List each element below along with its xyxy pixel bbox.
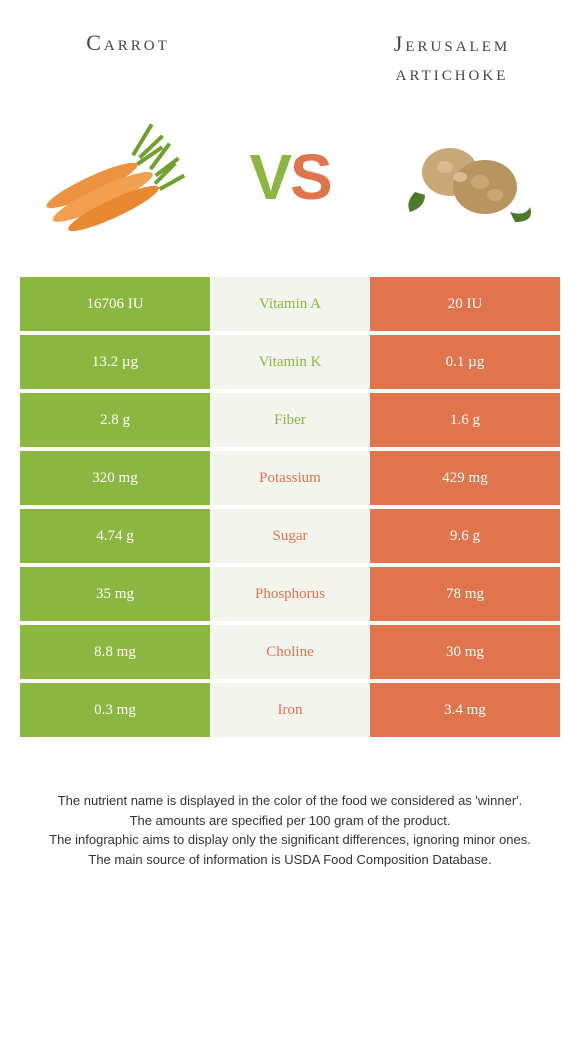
right-value: 78 mg [370, 567, 560, 621]
artichoke-image [390, 117, 550, 237]
footer-notes: The nutrient name is displayed in the co… [20, 791, 560, 869]
left-value: 320 mg [20, 451, 210, 505]
title-right: Jerusalem artichoke [344, 30, 560, 87]
left-value: 0.3 mg [20, 683, 210, 737]
right-value: 3.4 mg [370, 683, 560, 737]
title-left: Carrot [20, 30, 236, 87]
nutrient-name: Phosphorus [210, 567, 370, 621]
table-row: 13.2 µgVitamin K0.1 µg [20, 335, 560, 393]
footer-line-1: The nutrient name is displayed in the co… [30, 791, 550, 811]
footer-line-2: The amounts are specified per 100 gram o… [30, 811, 550, 831]
carrot-image [30, 117, 190, 237]
right-value: 20 IU [370, 277, 560, 331]
comparison-table: 16706 IUVitamin A20 IU13.2 µgVitamin K0.… [20, 277, 560, 741]
left-value: 2.8 g [20, 393, 210, 447]
nutrient-name: Vitamin A [210, 277, 370, 331]
nutrient-name: Fiber [210, 393, 370, 447]
left-value: 13.2 µg [20, 335, 210, 389]
table-row: 35 mgPhosphorus78 mg [20, 567, 560, 625]
right-value: 1.6 g [370, 393, 560, 447]
table-row: 4.74 gSugar9.6 g [20, 509, 560, 567]
footer-line-4: The main source of information is USDA F… [30, 850, 550, 870]
vs-s: S [290, 141, 331, 213]
table-row: 0.3 mgIron3.4 mg [20, 683, 560, 741]
left-value: 8.8 mg [20, 625, 210, 679]
table-row: 16706 IUVitamin A20 IU [20, 277, 560, 335]
vs-v: V [249, 141, 290, 213]
right-value: 30 mg [370, 625, 560, 679]
footer-line-3: The infographic aims to display only the… [30, 830, 550, 850]
nutrient-name: Choline [210, 625, 370, 679]
left-value: 4.74 g [20, 509, 210, 563]
left-value: 16706 IU [20, 277, 210, 331]
nutrient-name: Sugar [210, 509, 370, 563]
right-value: 429 mg [370, 451, 560, 505]
right-value: 0.1 µg [370, 335, 560, 389]
nutrient-name: Vitamin K [210, 335, 370, 389]
vs-label: VS [249, 140, 330, 214]
nutrient-name: Iron [210, 683, 370, 737]
table-row: 8.8 mgCholine30 mg [20, 625, 560, 683]
nutrient-name: Potassium [210, 451, 370, 505]
table-row: 2.8 gFiber1.6 g [20, 393, 560, 451]
image-row: VS [20, 117, 560, 237]
left-value: 35 mg [20, 567, 210, 621]
right-value: 9.6 g [370, 509, 560, 563]
table-row: 320 mgPotassium429 mg [20, 451, 560, 509]
